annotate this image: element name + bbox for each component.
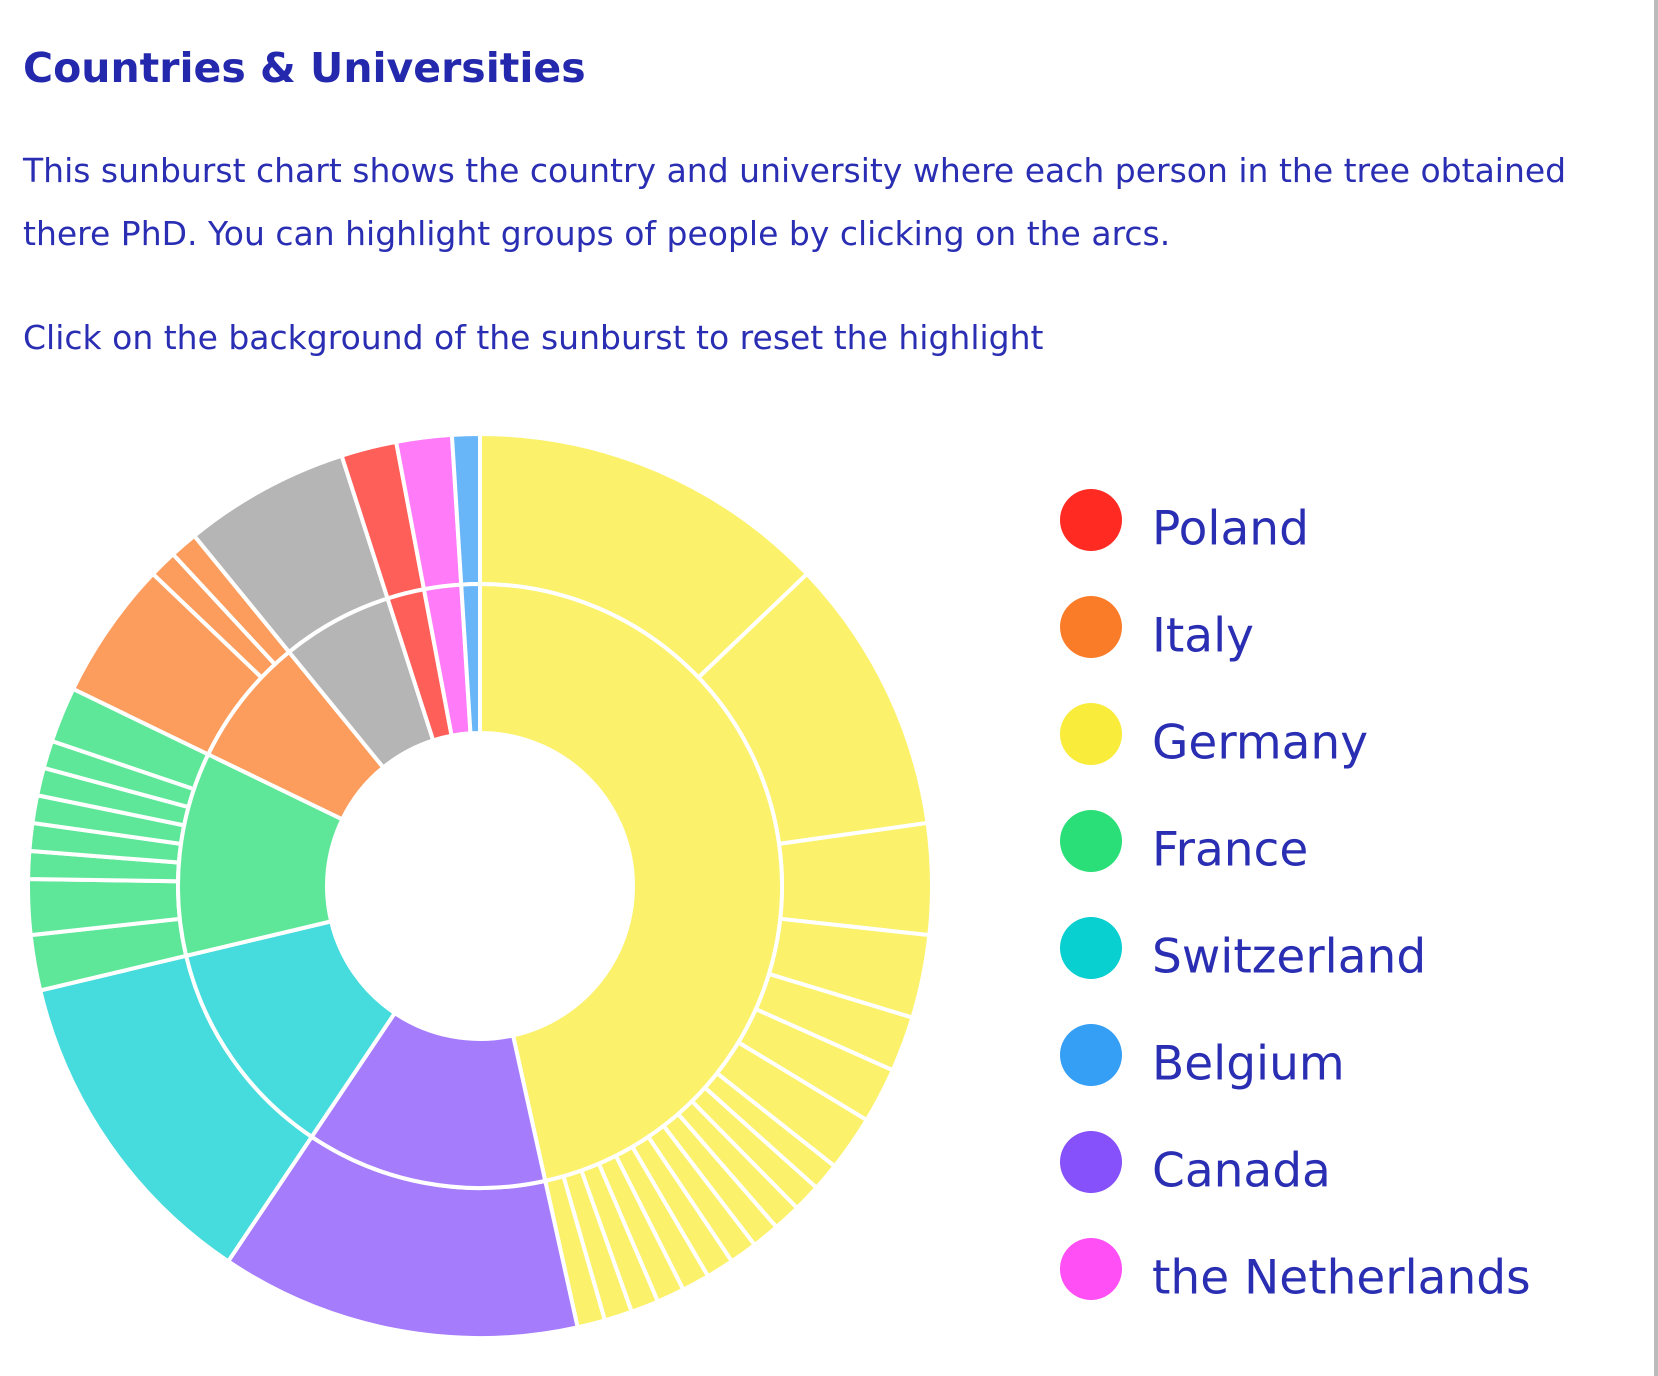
- legend-swatch: [1060, 703, 1122, 765]
- legend-swatch: [1060, 489, 1122, 551]
- legend-swatch: [1060, 1131, 1122, 1193]
- legend-swatch: [1060, 917, 1122, 979]
- heading: Countries & Universities: [23, 44, 586, 92]
- legend-swatch: [1060, 596, 1122, 658]
- legend-label: Belgium: [1152, 1037, 1345, 1092]
- country-arc[interactable]: [459, 581, 482, 736]
- legend-label: Germany: [1152, 716, 1368, 771]
- legend-label: the Netherlands: [1152, 1251, 1531, 1306]
- legend-swatch: [1060, 1024, 1122, 1086]
- legend-label: Canada: [1152, 1144, 1331, 1199]
- legend-swatch: [1060, 1238, 1122, 1300]
- university-arc[interactable]: [776, 820, 934, 938]
- legend-label: Poland: [1152, 502, 1309, 557]
- legend-label: Italy: [1152, 609, 1254, 664]
- legend-label: Switzerland: [1152, 930, 1426, 985]
- legend-label: France: [1152, 823, 1308, 878]
- legend-swatch: [1060, 810, 1122, 872]
- country-arc[interactable]: [478, 581, 784, 1184]
- instruction: Click on the background of the sunburst …: [23, 318, 1044, 357]
- description: This sunburst chart shows the country an…: [23, 151, 1567, 253]
